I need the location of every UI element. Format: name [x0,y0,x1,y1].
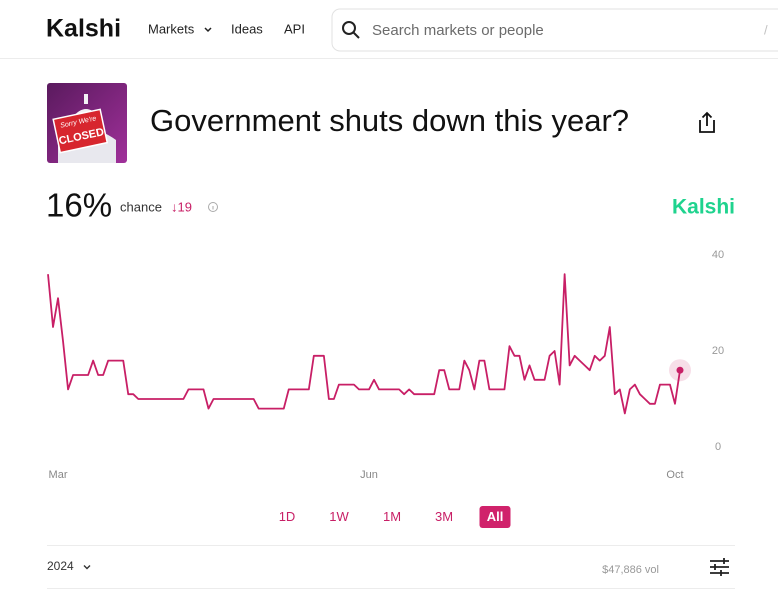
year-select[interactable]: 2024 [47,559,74,573]
share-button[interactable] [699,111,715,133]
logo[interactable]: Kalshi [46,15,121,43]
nav-link[interactable]: Markets [148,21,195,36]
price-chart: 0 20 40 Mar Jun Oct [47,249,724,481]
x-tick-label: Jun [360,469,378,481]
info-icon[interactable] [208,202,218,212]
current-point [676,366,684,374]
chance-change: ↓19 [171,199,192,214]
nav-link[interactable]: API [284,21,305,36]
price-line [47,273,681,415]
x-tick-label: Oct [666,469,683,481]
range-button[interactable]: 3M [435,509,453,524]
search-placeholder: Search markets or people [372,22,544,39]
range-button[interactable]: 1M [383,509,401,524]
search-icon [342,21,356,35]
range-button[interactable]: 1D [279,509,296,524]
volume: $47,886 vol [602,564,659,576]
chance-label: chance [120,199,162,214]
y-tick-label: 40 [712,249,724,261]
market-title: Government shuts down this year? [150,103,629,138]
nav-link[interactable]: Ideas [231,21,263,36]
market-image: Sorry We're CLOSED [47,83,127,163]
search-shortcut: / [764,22,768,37]
y-tick-label: 20 [712,345,724,357]
chevron [204,27,212,33]
y-tick-label: 0 [715,441,721,453]
x-tick-label: Mar [49,469,68,481]
brand-mark: Kalshi [672,196,735,219]
settings-button[interactable] [710,558,729,576]
range-selector: 1D 1W 1M 3M All [279,506,511,528]
range-button[interactable]: All [487,509,504,524]
search-icon [352,31,360,39]
search-box[interactable] [331,8,778,52]
range-button[interactable]: 1W [329,509,349,524]
chance-value: 16% [46,187,112,224]
range-button-bg[interactable] [479,506,511,528]
chevron [83,565,91,570]
